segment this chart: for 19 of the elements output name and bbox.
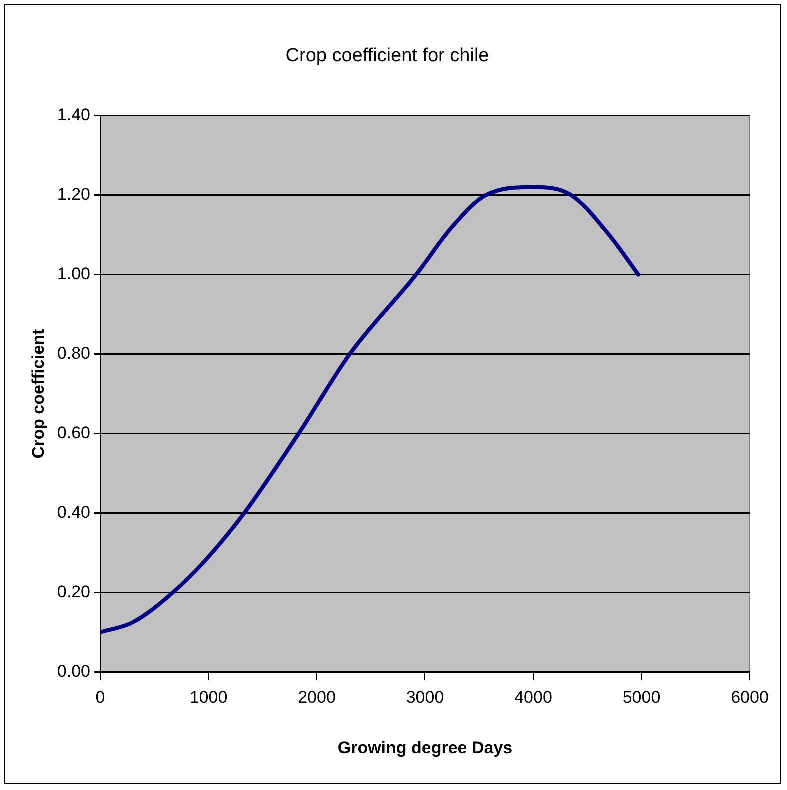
x-tick-label: 2000 bbox=[298, 688, 336, 708]
y-tick-label: 1.40 bbox=[57, 105, 90, 124]
y-tick-label: 0.60 bbox=[57, 423, 90, 442]
x-tick-label: 1000 bbox=[190, 688, 228, 708]
x-tick-label: 5000 bbox=[622, 688, 661, 708]
y-tick-label: 0.40 bbox=[57, 502, 90, 522]
chart-title: Crop coefficient for chile bbox=[286, 46, 490, 67]
y-axis-title: Crop coefficient bbox=[28, 328, 48, 459]
y-tick-label: 1.20 bbox=[57, 184, 90, 204]
x-axis-title: Growing degree Days bbox=[338, 738, 513, 758]
x-tick-label: 3000 bbox=[406, 688, 444, 708]
x-tick-label: 4000 bbox=[514, 688, 552, 708]
line-series bbox=[100, 185, 640, 634]
x-tick-label: 6000 bbox=[731, 688, 769, 708]
y-tick-label: 1.00 bbox=[57, 264, 90, 284]
y-tick-label: 0.20 bbox=[57, 582, 90, 602]
x-tick-label: 0 bbox=[96, 688, 106, 708]
y-tick-label: 0.80 bbox=[57, 344, 90, 363]
y-tick-label: 0.00 bbox=[57, 662, 90, 681]
